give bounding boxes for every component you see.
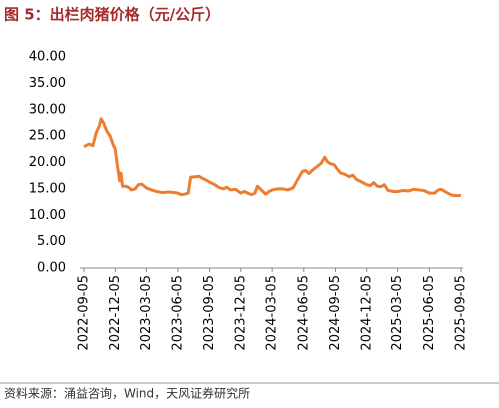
x-tick-label: 2023-06-05 [170,275,185,351]
x-tick-label: 2022-12-05 [108,275,123,351]
x-tick-label: 2024-06-05 [296,275,311,351]
y-tick-label: 40.00 [29,50,66,65]
y-tick-label: 25.00 [29,129,66,144]
y-tick-label: 5.00 [37,234,66,249]
x-tick-label: 2025-03-05 [390,275,405,351]
y-tick-label: 30.00 [29,102,66,117]
x-tick-label: 2025-09-05 [454,275,469,351]
y-tick-label: 0.00 [37,261,66,276]
x-tick-label: 2023-09-05 [202,275,217,351]
x-tick-label: 2024-03-05 [265,275,280,351]
x-tick-label: 2022-09-05 [77,275,92,351]
y-tick-label: 35.00 [29,76,66,91]
chart-title: 图 5：出栏肉猪价格（元/公斤） [4,6,220,24]
source-note: 资料来源：涌益咨询，Wind，天风证券研究所 [4,386,250,401]
x-tick-label: 2024-09-05 [328,275,343,351]
x-tick-label: 2025-06-05 [422,275,437,351]
price-line [83,117,462,198]
y-tick-label: 20.00 [29,155,66,170]
x-tick-label: 2024-12-05 [359,275,374,351]
y-tick-label: 15.00 [29,181,66,196]
y-tick-label: 10.00 [29,208,66,223]
x-tick-label: 2023-12-05 [233,275,248,351]
x-tick-label: 2023-03-05 [139,275,154,351]
